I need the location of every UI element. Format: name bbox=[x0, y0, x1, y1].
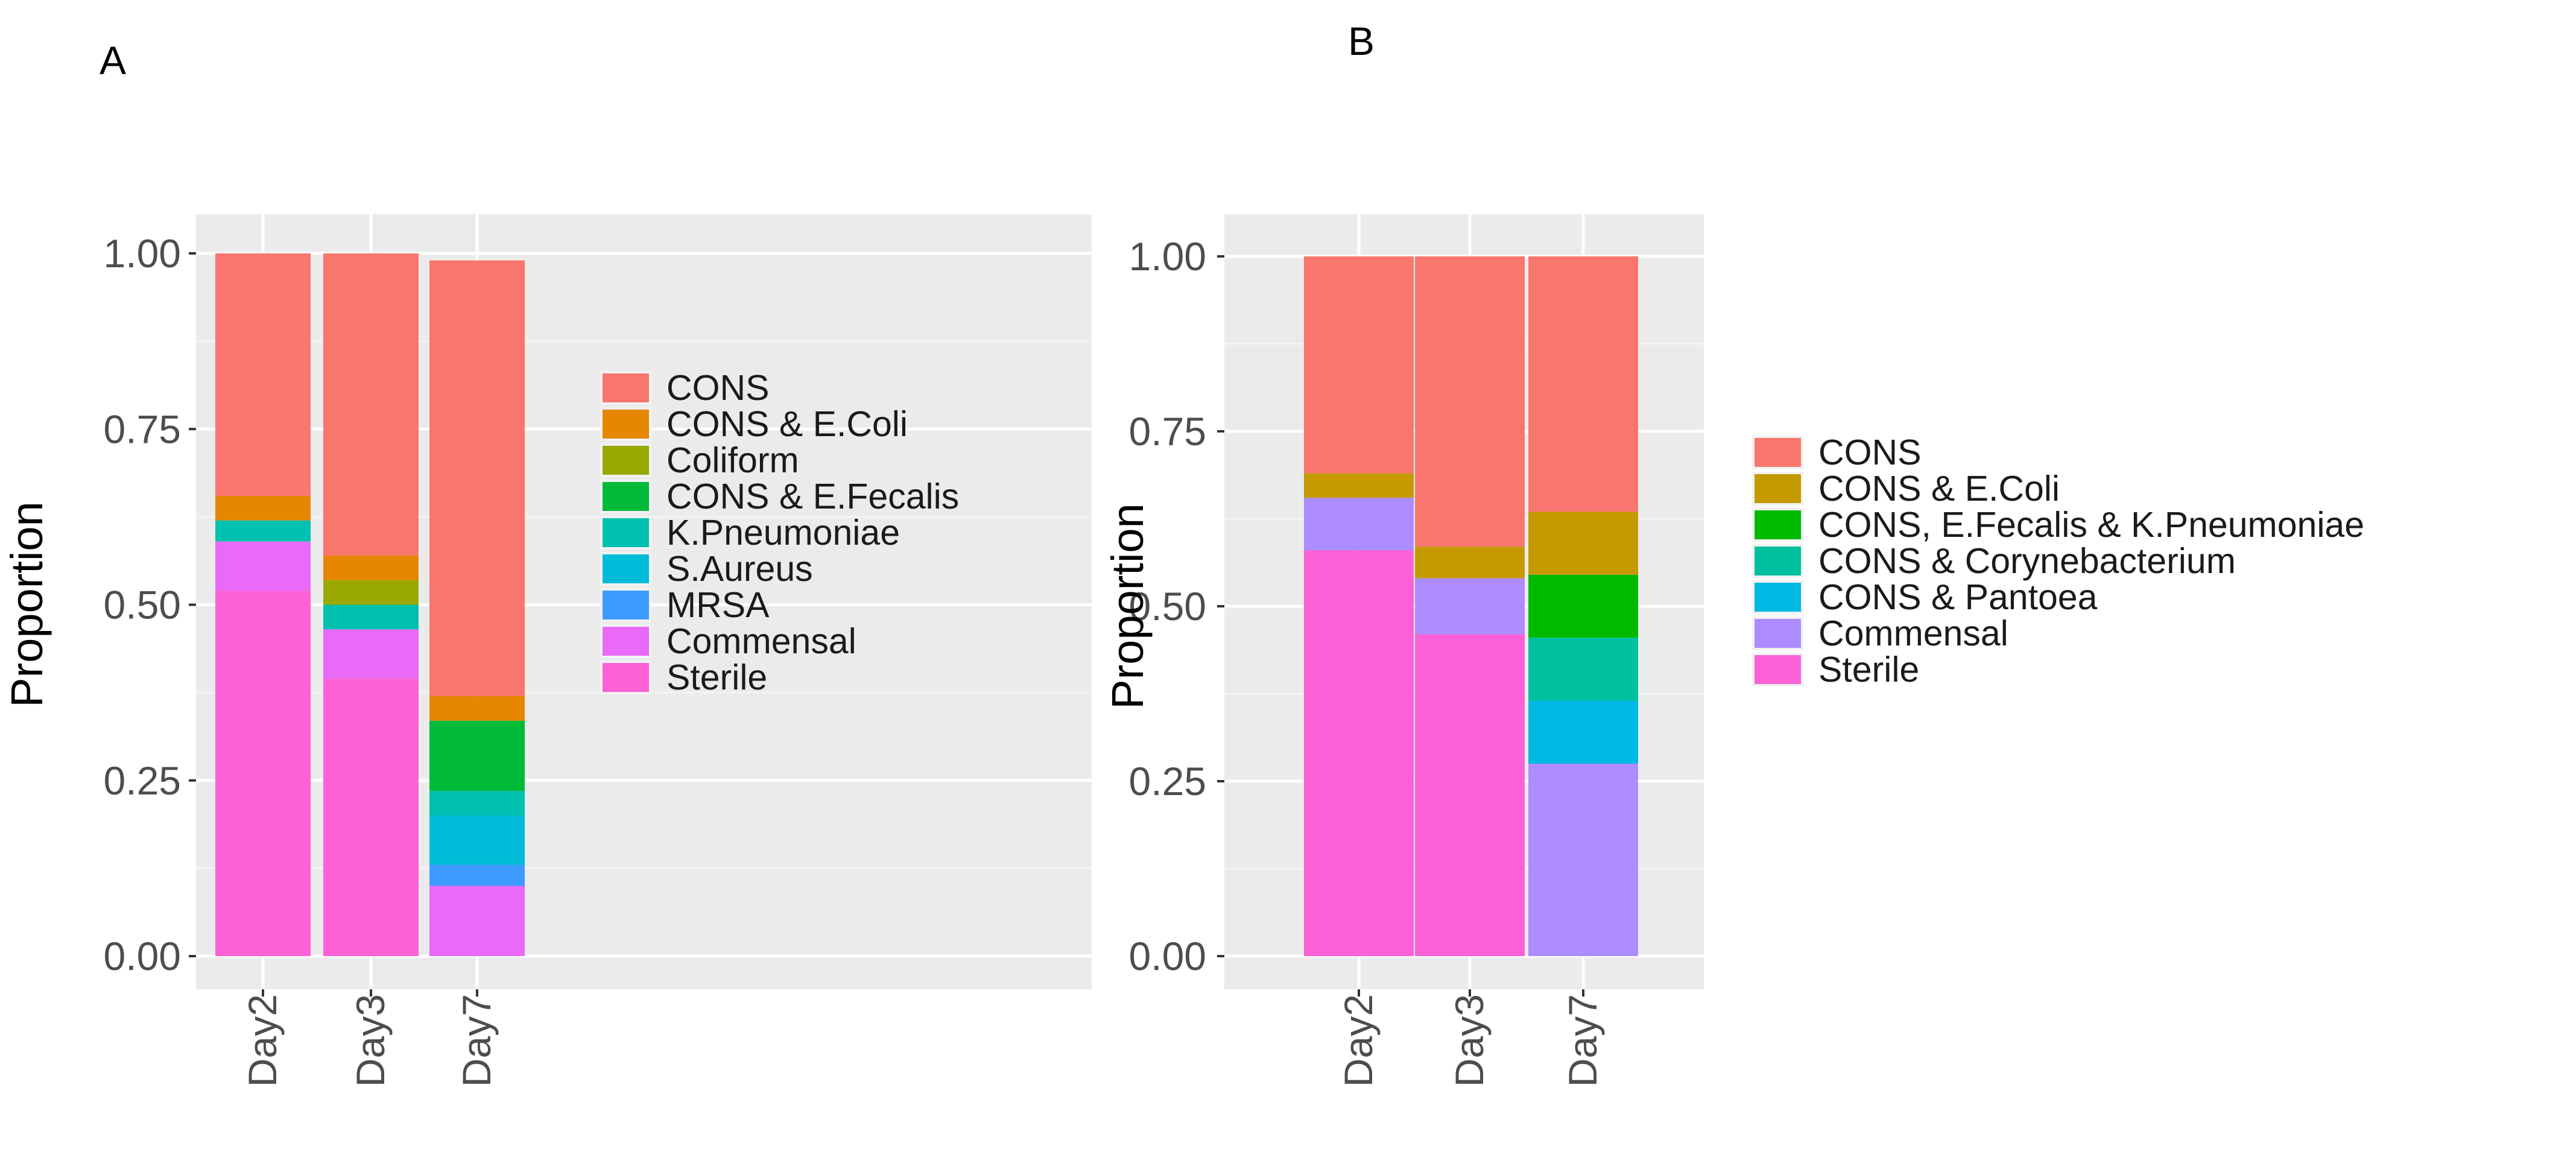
bar-segment-day3-k-pneumoniae bbox=[323, 604, 419, 630]
legend-swatch bbox=[1755, 474, 1801, 503]
y-tick-label: 0.75 bbox=[104, 407, 181, 451]
bar-segment-day2-sterile bbox=[1304, 550, 1414, 956]
y-tick-label: 0.50 bbox=[104, 583, 181, 627]
legend-label: Commensal bbox=[1818, 613, 2008, 653]
bar-segment-day7-commensal bbox=[429, 886, 525, 956]
y-tick-label: 0.25 bbox=[104, 758, 181, 803]
bar-segment-day3-cons-e-coli bbox=[323, 555, 419, 580]
bar-segment-day7-cons-e-fecalis bbox=[429, 720, 525, 791]
legend-label: CONS, E.Fecalis & K.Pneumoniae bbox=[1818, 505, 2364, 545]
x-tick-label: Day7 bbox=[1560, 994, 1605, 1087]
bar-segment-day3-cons bbox=[323, 253, 419, 556]
y-tick-label: 1.00 bbox=[1129, 234, 1206, 279]
legend-label: Sterile bbox=[666, 658, 767, 697]
y-tick-label: 0.25 bbox=[1129, 759, 1206, 804]
bar-segment-day7-cons bbox=[429, 260, 525, 696]
bar-segment-day7-commensal bbox=[1528, 764, 1638, 956]
legend-label: Sterile bbox=[1818, 650, 1919, 690]
legend-swatch bbox=[1755, 583, 1801, 612]
panel-a-label: A bbox=[100, 38, 127, 83]
legend-swatch bbox=[603, 554, 649, 583]
bar-segment-day2-cons-e-coli bbox=[1304, 473, 1414, 498]
y-tick-label: 1.00 bbox=[104, 231, 181, 276]
legend-label: CONS & Pantoea bbox=[1818, 577, 2098, 617]
legend-label: CONS & E.Fecalis bbox=[666, 477, 959, 516]
legend-label: CONS bbox=[666, 368, 769, 408]
bar-segment-day2-sterile bbox=[215, 591, 311, 956]
bar-segment-day3-sterile bbox=[1415, 634, 1525, 956]
legend-swatch bbox=[1755, 547, 1801, 575]
legend-swatch bbox=[603, 482, 649, 511]
bar-segment-day7-cons bbox=[1528, 256, 1638, 512]
legend-label: CONS bbox=[1818, 433, 1921, 472]
legend-label: Coliform bbox=[666, 440, 799, 480]
y-axis-title: Proportion bbox=[1103, 503, 1153, 709]
chart-a: 0.00 0.25 0.50 0.75 1.00 Day2 Day3 Day7 Proporti… bbox=[2, 214, 1092, 1087]
bar-segment-day7-cons-e-coli bbox=[1528, 512, 1638, 575]
legend-swatch bbox=[1755, 655, 1801, 684]
bar-segment-day3-cons-e-coli bbox=[1415, 547, 1525, 579]
bar-segment-day7-mrsa bbox=[429, 864, 525, 886]
bar-segment-day7-s-aureus bbox=[429, 816, 525, 865]
legend-swatch bbox=[1755, 438, 1801, 467]
y-tick-label: 0.50 bbox=[1129, 584, 1206, 629]
chart-b: 0.00 0.25 0.50 0.75 1.00 Day2 Day3 Day7 Proporti… bbox=[1103, 214, 2364, 1087]
x-tick-label: Day3 bbox=[348, 994, 393, 1087]
y-tick-label: 0.00 bbox=[1129, 934, 1206, 978]
bar-segment-day7-cons-pantoea bbox=[1528, 700, 1638, 764]
x-tick-label: Day2 bbox=[240, 994, 285, 1087]
legend-swatch bbox=[1755, 510, 1801, 539]
legend-label: CONS & E.Coli bbox=[1818, 469, 2060, 509]
legend-swatch bbox=[603, 410, 649, 439]
bar-segment-day3-commensal bbox=[323, 629, 419, 679]
bar-segment-day2-cons bbox=[1304, 256, 1414, 474]
legend-label: CONS & Corynebacterium bbox=[1818, 541, 2236, 581]
bar-segment-day2-commensal bbox=[215, 541, 311, 591]
y-tick-label: 0.75 bbox=[1129, 409, 1206, 454]
legend-label: Commensal bbox=[666, 621, 856, 661]
bar-segment-day3-sterile bbox=[323, 678, 419, 956]
bar-segment-day7-cons-e-coli bbox=[429, 696, 525, 721]
legend-swatch bbox=[1755, 619, 1801, 648]
legend-label: K.Pneumoniae bbox=[666, 513, 900, 553]
bar-segment-day3-coliform bbox=[323, 580, 419, 605]
bar-segment-day7-k-pneumoniae bbox=[429, 791, 525, 816]
y-tick-label: 0.00 bbox=[104, 934, 181, 978]
legend-label: S.Aureus bbox=[666, 549, 813, 589]
bar-segment-day2-cons-e-coli bbox=[215, 495, 311, 521]
bar-segment-day2-k-pneumoniae bbox=[215, 520, 311, 542]
legend-label: CONS & E.Coli bbox=[666, 404, 908, 444]
legend-label: MRSA bbox=[666, 585, 770, 625]
bar-segment-day2-cons bbox=[215, 253, 311, 496]
bar-segment-day7-cons-e-fecalis-k-pneumoniae bbox=[1528, 574, 1638, 638]
bar-segment-day7-cons-corynebacterium bbox=[1528, 638, 1638, 701]
bar-segment-day2-commensal bbox=[1304, 498, 1414, 551]
legend-swatch bbox=[603, 663, 649, 692]
legend-swatch bbox=[603, 591, 649, 620]
legend-swatch bbox=[603, 373, 649, 402]
bar-segment-day3-commensal bbox=[1415, 578, 1525, 635]
legend-swatch bbox=[603, 518, 649, 547]
bar-segment-day3-cons bbox=[1415, 256, 1525, 547]
y-axis-title: Proportion bbox=[2, 501, 52, 707]
x-tick-label: Day3 bbox=[1447, 994, 1492, 1087]
panel-b-label: B bbox=[1348, 19, 1375, 63]
legend-swatch bbox=[603, 627, 649, 656]
x-tick-label: Day2 bbox=[1336, 994, 1381, 1087]
legend-swatch bbox=[603, 446, 649, 475]
x-tick-label: Day7 bbox=[454, 994, 499, 1087]
